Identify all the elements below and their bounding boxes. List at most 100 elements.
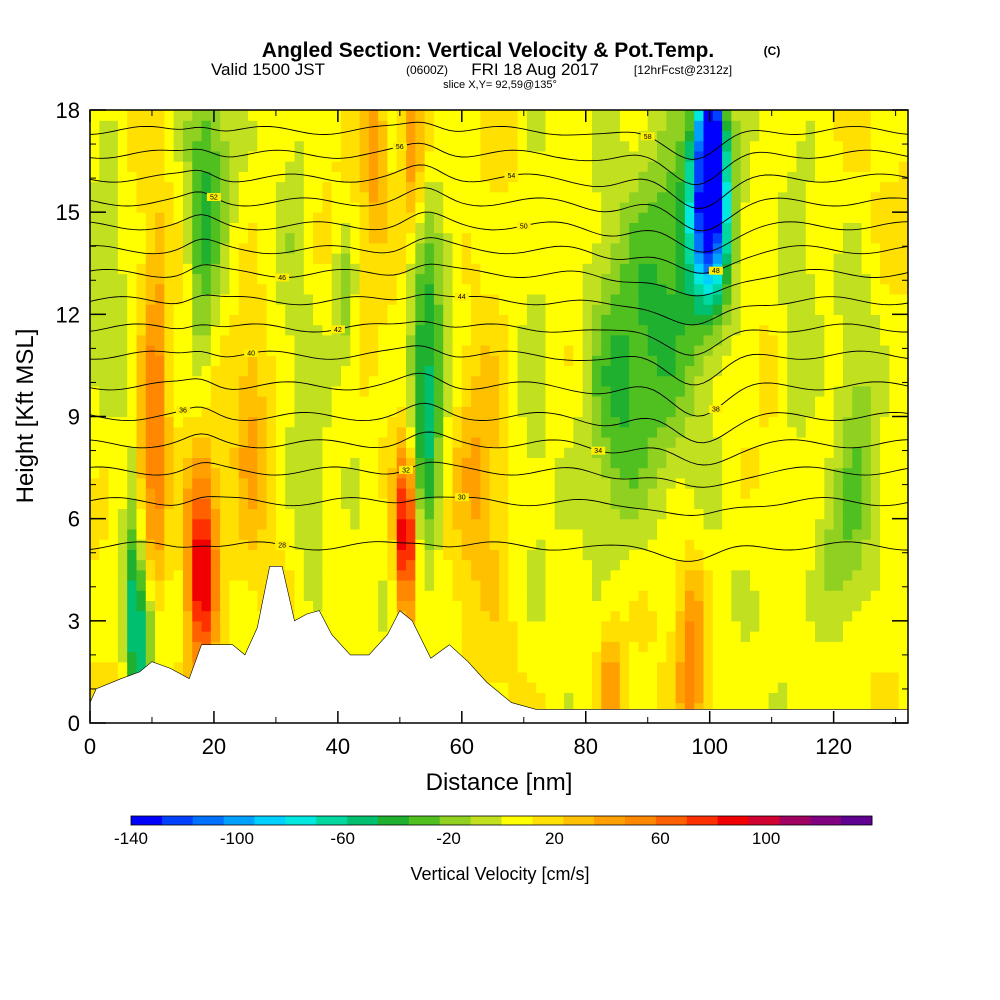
field-cell: [666, 447, 677, 458]
field-cell: [712, 579, 723, 591]
field-cell: [331, 314, 342, 326]
field-cell: [303, 590, 314, 601]
field-cell: [248, 181, 258, 193]
field-cell: [675, 171, 686, 183]
field-cell: [601, 191, 612, 203]
field-cell: [731, 304, 742, 315]
field-cell: [275, 212, 286, 223]
field-cell: [517, 212, 528, 223]
field-cell: [842, 549, 853, 561]
field-cell: [517, 242, 528, 254]
field-cell: [220, 110, 231, 121]
field-cell: [554, 661, 565, 673]
field-cell: [815, 222, 825, 234]
field-cell: [768, 355, 779, 367]
field-cell: [638, 518, 649, 530]
field-cell: [192, 273, 203, 285]
field-cell: [861, 682, 872, 693]
field-cell: [722, 559, 732, 571]
field-cell: [582, 467, 593, 479]
field-cell: [90, 457, 100, 469]
field-cell: [229, 344, 240, 356]
field-cell: [842, 569, 853, 581]
field-cell: [182, 365, 193, 377]
field-cell: [340, 498, 351, 510]
field-cell: [350, 641, 361, 653]
field-cell: [722, 590, 732, 601]
field-cell: [582, 283, 593, 295]
field-cell: [266, 457, 277, 469]
field-cell: [136, 539, 147, 550]
field-cell: [675, 692, 686, 704]
field-cell: [499, 518, 509, 530]
field-cell: [443, 304, 454, 315]
field-cell: [210, 201, 221, 213]
field-cell: [842, 539, 853, 550]
field-cell: [350, 253, 361, 264]
field-cell: [796, 375, 807, 387]
field-cell: [815, 528, 825, 540]
field-cell: [471, 334, 482, 346]
field-cell: [740, 539, 751, 550]
field-cell: [749, 702, 760, 714]
field-cell: [471, 651, 482, 663]
field-cell: [248, 304, 258, 315]
field-cell: [136, 549, 147, 561]
field-cell: [99, 293, 110, 305]
field-cell: [452, 426, 463, 438]
field-cell: [647, 242, 658, 254]
field-cell: [145, 314, 156, 326]
field-cell: [833, 222, 844, 234]
field-cell: [164, 242, 175, 254]
field-cell: [805, 651, 816, 663]
field-cell: [564, 232, 574, 244]
field-cell: [545, 457, 556, 469]
field-cell: [703, 355, 714, 367]
field-cell: [796, 283, 807, 295]
field-cell: [712, 631, 723, 642]
field-cell: [136, 426, 147, 438]
field-cell: [220, 508, 231, 520]
field-cell: [368, 620, 379, 632]
field-cell: [480, 457, 491, 469]
field-cell: [433, 436, 444, 448]
field-cell: [368, 457, 379, 469]
field-cell: [424, 467, 435, 479]
field-cell: [591, 549, 602, 561]
field-cell: [703, 549, 714, 561]
field-cell: [517, 273, 528, 285]
field-cell: [564, 436, 574, 448]
field-cell: [145, 436, 156, 448]
field-cell: [192, 293, 203, 305]
field-cell: [248, 549, 258, 561]
field-cell: [461, 375, 472, 387]
field-cell: [833, 467, 844, 479]
field-cell: [285, 396, 296, 407]
field-cell: [731, 406, 742, 418]
field-cell: [452, 569, 463, 581]
field-cell: [145, 406, 156, 418]
field-cell: [396, 222, 407, 234]
field-cell: [359, 569, 370, 581]
field-cell: [833, 651, 844, 663]
field-cell: [554, 120, 565, 132]
field-cell: [787, 539, 798, 550]
field-cell: [99, 263, 110, 275]
field-cell: [536, 191, 547, 203]
field-cell: [275, 518, 286, 530]
field-cell: [833, 508, 844, 520]
field-cell: [564, 498, 574, 510]
field-cell: [703, 293, 714, 305]
field-cell: [350, 283, 361, 295]
field-cell: [452, 518, 463, 530]
field-cell: [471, 181, 482, 193]
field-cell: [294, 304, 305, 315]
field-cell: [192, 120, 203, 132]
field-cell: [610, 641, 621, 653]
field-cell: [536, 426, 547, 438]
field-cell: [526, 518, 537, 530]
field-cell: [99, 365, 110, 377]
field-cell: [127, 253, 138, 264]
field-cell: [313, 365, 323, 377]
field-cell: [517, 334, 528, 346]
